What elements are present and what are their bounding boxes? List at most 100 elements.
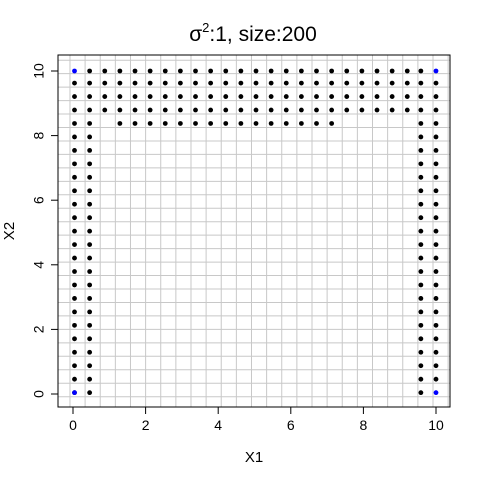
data-point — [359, 94, 365, 99]
data-point — [72, 296, 77, 301]
data-point — [268, 80, 274, 86]
data-point — [102, 80, 108, 86]
data-point — [404, 68, 410, 74]
data-point — [87, 68, 93, 74]
data-point — [72, 121, 77, 126]
data-point — [433, 134, 439, 140]
data-point — [238, 94, 244, 99]
x-tick-label: 6 — [287, 417, 295, 433]
data-point — [314, 80, 319, 86]
data-point — [162, 80, 168, 86]
data-point — [72, 309, 77, 315]
data-point — [344, 68, 350, 74]
data-point — [298, 121, 304, 126]
data-point — [72, 282, 77, 288]
data-point — [404, 80, 410, 86]
data-point — [72, 134, 77, 140]
data-point — [418, 107, 424, 113]
data-point — [87, 188, 93, 194]
data-point — [433, 309, 439, 315]
plot-border — [57, 54, 451, 408]
data-point — [418, 269, 424, 274]
data-point — [283, 107, 289, 113]
data-point — [72, 242, 77, 248]
y-tick-label: 4 — [31, 261, 47, 269]
data-point — [418, 68, 424, 74]
data-point — [298, 107, 304, 113]
data-point — [193, 94, 198, 99]
data-point — [433, 94, 439, 99]
data-point — [418, 80, 424, 86]
data-point — [102, 68, 108, 74]
data-point — [177, 68, 183, 74]
data-point — [418, 134, 424, 140]
data-point — [418, 121, 424, 126]
data-point — [87, 242, 93, 248]
data-point-highlight — [72, 68, 77, 74]
data-point — [433, 349, 439, 355]
data-point — [344, 94, 350, 99]
data-point — [404, 94, 410, 99]
data-point — [177, 107, 183, 113]
data-point — [418, 322, 424, 328]
data-point — [87, 349, 93, 355]
data-point — [374, 107, 380, 113]
y-tick-label: 2 — [31, 325, 47, 333]
data-point — [87, 376, 93, 382]
data-point — [433, 336, 439, 342]
data-point — [268, 121, 274, 126]
data-point — [418, 148, 424, 153]
data-point — [147, 80, 153, 86]
data-point — [72, 322, 77, 328]
data-point — [374, 68, 380, 74]
data-point — [418, 161, 424, 167]
data-point — [162, 107, 168, 113]
data-point — [162, 68, 168, 74]
data-point — [433, 215, 439, 221]
data-point — [177, 121, 183, 126]
data-point — [389, 94, 395, 99]
data-point — [208, 80, 214, 86]
data-point — [329, 80, 335, 86]
data-point — [418, 215, 424, 221]
data-point — [374, 94, 380, 99]
data-point — [418, 296, 424, 301]
data-point — [418, 363, 424, 369]
data-point — [433, 121, 439, 126]
data-point — [223, 68, 229, 74]
data-point — [132, 80, 138, 86]
data-point — [329, 107, 335, 113]
data-point-highlight — [433, 390, 439, 396]
data-point — [329, 94, 335, 99]
data-points — [72, 68, 439, 396]
data-point — [117, 107, 123, 113]
data-point — [87, 255, 93, 261]
data-point — [253, 107, 259, 113]
x-tick-label: 10 — [428, 417, 444, 433]
data-point — [418, 201, 424, 207]
data-point — [433, 161, 439, 167]
data-point — [253, 68, 259, 74]
data-point — [418, 390, 424, 396]
data-point — [433, 322, 439, 328]
data-point — [298, 68, 304, 74]
data-point — [193, 80, 198, 86]
data-point — [177, 94, 183, 99]
x-tick-label: 0 — [69, 417, 77, 433]
data-point — [87, 269, 93, 274]
data-point — [223, 107, 229, 113]
data-point — [418, 336, 424, 342]
data-point — [87, 134, 93, 140]
data-point — [433, 282, 439, 288]
data-point — [102, 107, 108, 113]
data-point — [132, 94, 138, 99]
data-point — [87, 390, 93, 396]
data-point — [132, 121, 138, 126]
data-point — [433, 296, 439, 301]
data-point — [359, 107, 365, 113]
data-point — [87, 161, 93, 167]
data-point — [72, 376, 77, 382]
grid-lines — [58, 55, 450, 407]
axes: 0 2 4 6 8 10 0 2 4 6 8 10 — [31, 63, 444, 433]
